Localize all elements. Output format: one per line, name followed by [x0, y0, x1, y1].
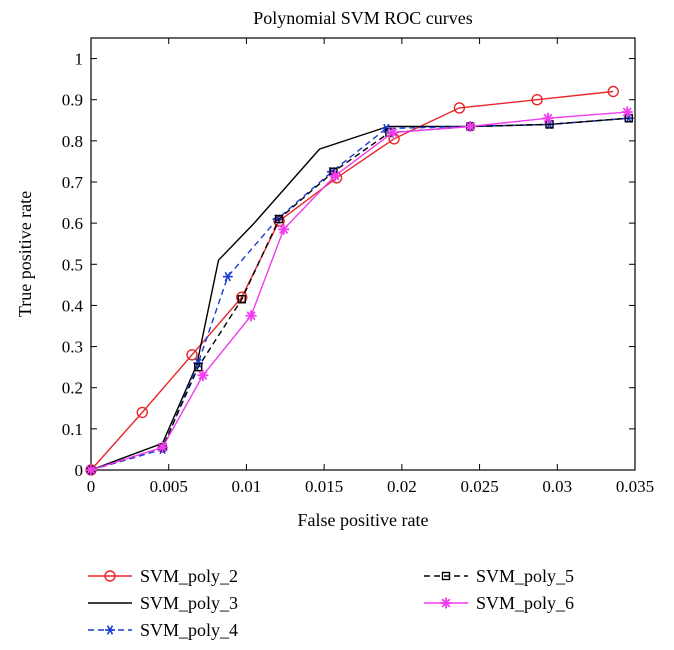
legend-item: SVM_poly_4 [88, 620, 238, 640]
data-point [278, 223, 290, 235]
data-point [197, 369, 209, 381]
x-tick-label: 0 [87, 477, 96, 496]
data-point [136, 406, 148, 419]
data-point [329, 170, 341, 182]
series-layer [85, 85, 634, 476]
x-tick-label: 0.01 [232, 477, 262, 496]
legend-label: SVM_poly_2 [140, 566, 238, 586]
data-point [607, 85, 619, 98]
x-tick-label: 0.03 [542, 477, 572, 496]
series-svm-poly-2 [85, 85, 619, 476]
series-line [90, 90, 614, 471]
x-tick-label: 0.035 [616, 477, 654, 496]
legend-item: SVM_poly_5 [424, 566, 574, 586]
data-point [237, 295, 246, 304]
axis-ticks [90, 38, 636, 471]
y-tick-label: 0.5 [62, 255, 83, 274]
y-tick-label: 1 [75, 50, 84, 69]
legend-label: SVM_poly_6 [476, 593, 574, 613]
data-point [274, 214, 284, 224]
data-point [387, 127, 399, 139]
x-axis-label: False positive rate [298, 510, 429, 530]
x-tick-label: 0.015 [305, 477, 343, 496]
series-line [90, 111, 628, 471]
y-tick-label: 0.1 [62, 420, 83, 439]
chart-title: Polynomial SVM ROC curves [253, 8, 473, 28]
tick-labels: 0 0.005 0.01 0.015 0.02 0.025 0.03 0.035 0 0.1 0.2… [62, 50, 654, 496]
data-point [194, 362, 203, 372]
x-tick-label: 0.025 [460, 477, 498, 496]
plot-frame [90, 37, 636, 471]
y-tick-label: 0.7 [62, 173, 84, 192]
data-point [441, 571, 451, 581]
data-point [542, 112, 554, 124]
series-svm-poly-6 [85, 106, 633, 476]
legend-label: SVM_poly_4 [140, 620, 238, 640]
y-tick-label: 0 [75, 461, 84, 480]
data-point [464, 120, 476, 132]
data-point [453, 102, 466, 114]
data-point [186, 349, 198, 361]
x-tick-label: 0.02 [387, 477, 417, 496]
data-point [531, 94, 543, 106]
data-point [222, 271, 233, 282]
y-tick-label: 0.4 [62, 296, 84, 315]
data-point [85, 464, 97, 476]
legend-label: SVM_poly_3 [140, 593, 238, 613]
x-tick-label: 0.005 [150, 477, 188, 496]
legend-item: SVM_poly_3 [88, 593, 238, 613]
y-tick-label: 0.8 [62, 132, 83, 151]
data-point [156, 441, 168, 453]
y-tick-label: 0.9 [62, 91, 83, 110]
legend-label: SVM_poly_5 [476, 566, 574, 586]
legend: SVM_poly_2 SVM_poly_3 SVM_poly_4 SVM_poly_5… [88, 566, 574, 640]
data-point [621, 106, 633, 118]
data-point [104, 570, 116, 582]
y-axis-label: True positive rate [15, 191, 35, 317]
data-point [440, 597, 452, 609]
series-line [90, 117, 629, 471]
y-tick-label: 0.3 [62, 338, 83, 357]
legend-item: SVM_poly_2 [88, 566, 238, 586]
y-tick-label: 0.6 [62, 214, 83, 233]
legend-item: SVM_poly_6 [424, 593, 574, 613]
data-point [245, 310, 257, 322]
data-point [105, 625, 115, 635]
y-tick-label: 0.2 [62, 379, 83, 398]
